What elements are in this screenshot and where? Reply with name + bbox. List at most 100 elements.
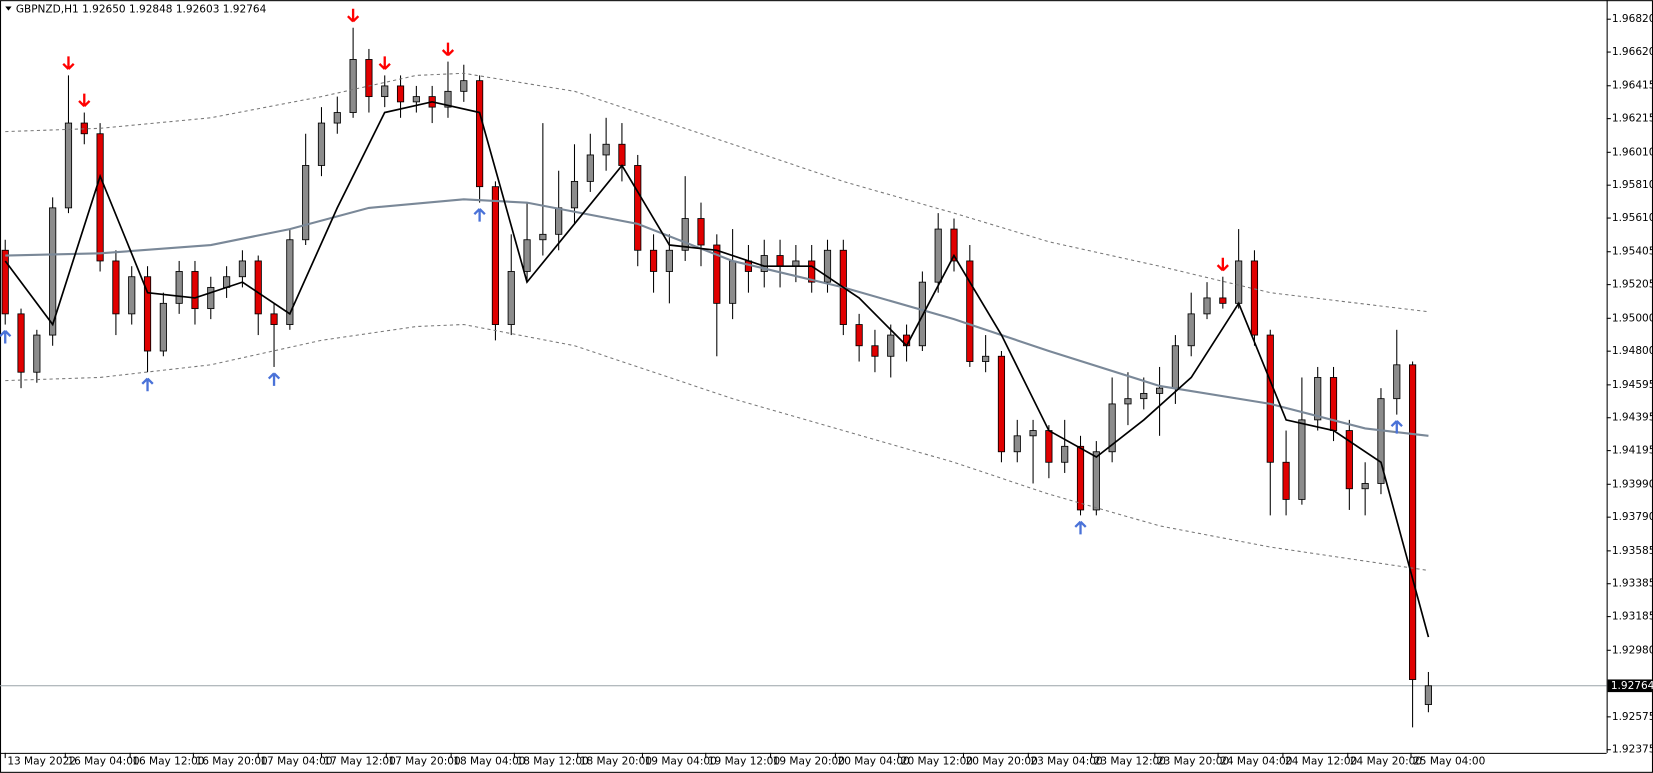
candle-body: [808, 260, 816, 283]
candle-body: [1219, 297, 1227, 304]
candle-body: [64, 122, 73, 209]
candle-body: [1250, 260, 1259, 336]
x-tick-label: 23 May 04:00: [1030, 755, 1102, 767]
candle-body: [317, 122, 326, 166]
x-tick-label: 18 May 20:00: [580, 755, 652, 767]
candle-body: [270, 313, 278, 325]
y-tick-label: 1.95610: [1612, 212, 1653, 224]
signal-arrow-down: [62, 56, 75, 70]
candle-body: [681, 218, 689, 251]
candle-body: [997, 355, 1006, 453]
candle-body: [1266, 334, 1274, 463]
indicator-line: [5, 198, 1429, 437]
y-tick-label: 1.93185: [1612, 611, 1653, 623]
candle-body: [1329, 377, 1338, 431]
candle-body: [887, 334, 895, 357]
bid-label-box: [1607, 679, 1652, 693]
candle-body: [33, 334, 41, 373]
candle-body: [381, 85, 389, 98]
candle-body: [254, 260, 262, 315]
signal-arrow-up: [1390, 420, 1403, 434]
candle-body: [665, 249, 673, 272]
x-tick-label: 20 May 12:00: [901, 755, 973, 767]
candle-body: [760, 255, 768, 272]
y-tick-label: 1.93990: [1612, 478, 1653, 490]
signal-arrow-up: [141, 377, 154, 392]
candle-body: [1393, 364, 1401, 400]
signal-arrow-down: [378, 56, 391, 70]
y-tick-label: 1.92980: [1612, 644, 1653, 656]
candle-body: [555, 207, 563, 235]
candle-body: [602, 143, 610, 156]
candle-body: [982, 355, 990, 362]
x-tick-label: 19 May 20:00: [773, 755, 845, 767]
candle-body: [349, 59, 357, 113]
y-tick-label: 1.96820: [1612, 13, 1653, 25]
candle-body: [143, 276, 152, 352]
y-tick-label: 1.96010: [1612, 146, 1653, 158]
candle-body: [333, 112, 341, 124]
candle-body: [570, 180, 579, 209]
indicator-line: [5, 323, 1429, 571]
candle-body: [1013, 435, 1021, 453]
y-tick-label: 1.94395: [1612, 412, 1653, 424]
candle-body: [1361, 483, 1369, 490]
candle-body: [1029, 430, 1037, 437]
x-tick-label: 16 May 12:00: [132, 755, 204, 767]
candle-body: [207, 286, 215, 310]
candle-body: [1108, 403, 1116, 453]
y-tick-label: 1.93790: [1612, 511, 1653, 523]
candle-body: [1, 249, 9, 315]
candle-body: [507, 271, 515, 325]
y-tick-label: 1.94800: [1612, 345, 1653, 357]
candle-body: [1377, 398, 1385, 484]
signal-arrow-up: [267, 372, 281, 386]
candle-body: [1124, 398, 1132, 405]
signal-arrow-down: [78, 93, 91, 108]
candle-body: [871, 345, 879, 357]
candle-body: [1203, 297, 1211, 315]
signal-arrow-up: [1074, 520, 1087, 535]
y-tick-label: 1.95810: [1612, 179, 1653, 191]
signal-arrow-down: [1216, 257, 1229, 272]
candle-body: [491, 186, 500, 325]
y-tick-label: 1.96620: [1612, 46, 1653, 58]
candle-body: [855, 324, 863, 347]
candle-body: [1187, 313, 1195, 347]
bid-label: 1.92764: [1611, 680, 1653, 692]
candle-body: [776, 255, 784, 267]
signal-arrow-up: [0, 330, 12, 344]
indicator-line: [4, 100, 1430, 638]
chart-title: GBPNZD,H1 1.92650 1.92848 1.92603 1.9276…: [16, 4, 267, 16]
candle-body: [191, 271, 199, 310]
x-tick-label: 19 May 12:00: [708, 755, 780, 767]
x-tick-label: 17 May 12:00: [324, 755, 396, 767]
candle-body: [634, 165, 642, 251]
candle-body: [365, 59, 373, 98]
candle-body: [1045, 430, 1053, 463]
y-tick-label: 1.95205: [1612, 279, 1653, 291]
candle-body: [1424, 685, 1432, 705]
candle-body: [586, 154, 594, 182]
candle-body: [175, 271, 183, 304]
candle-body: [697, 218, 705, 246]
candle-body: [1235, 260, 1243, 304]
candle-body: [950, 228, 958, 262]
y-tick-label: 1.93385: [1612, 578, 1653, 590]
candle-body: [1171, 345, 1179, 389]
y-tick-label: 1.93585: [1612, 545, 1653, 557]
x-tick-label: 16 May 04:00: [67, 755, 139, 767]
candle-body: [1314, 377, 1322, 421]
candle-body: [396, 85, 405, 103]
signal-arrow-down: [347, 8, 360, 23]
y-tick-label: 1.92575: [1612, 711, 1653, 723]
candle-body: [539, 233, 547, 241]
candle-body: [460, 80, 468, 92]
y-tick-label: 1.94595: [1612, 379, 1653, 391]
x-tick-label: 19 May 04:00: [645, 755, 717, 767]
candle-body: [96, 133, 104, 262]
y-tick-label: 1.95405: [1612, 246, 1653, 258]
candle-body: [649, 249, 658, 272]
